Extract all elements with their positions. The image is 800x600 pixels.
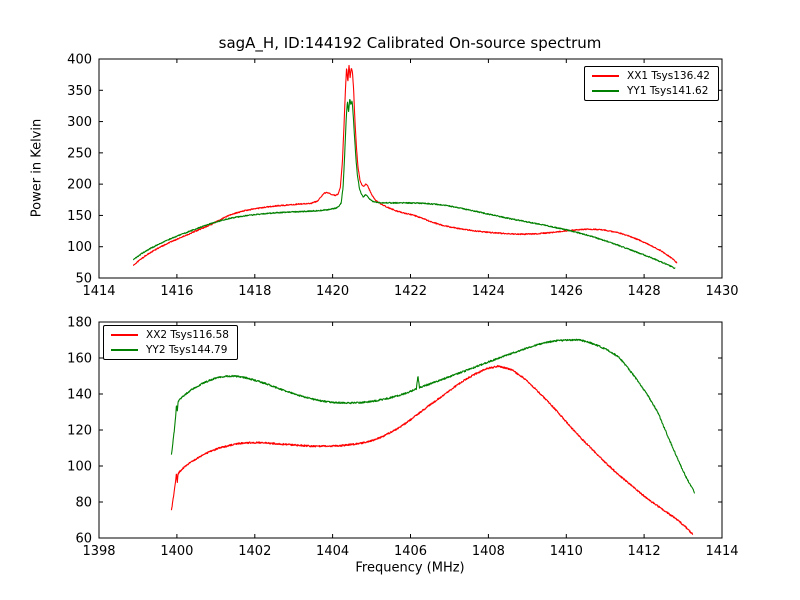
legend-entry-yy1: YY1 Tsys141.62 xyxy=(592,85,710,97)
bottom-plot-xtick-label: 1408 xyxy=(472,544,505,559)
yy1-legend-label: YY1 Tsys141.62 xyxy=(627,85,709,97)
bottom-plot-xtick-label: 1406 xyxy=(394,544,427,559)
bottom-plot-xtick-label: 1404 xyxy=(316,544,349,559)
top-plot-xtick-label: 1424 xyxy=(472,284,505,299)
yy2-legend-label: YY2 Tsys144.79 xyxy=(146,344,228,356)
top-plot-series-YY1 xyxy=(132,98,676,269)
bottom-plot-x-axis-label: Frequency (MHz) xyxy=(355,560,465,576)
bottom-plot-ytick-label: 120 xyxy=(67,424,92,439)
bottom-plot-xtick-label: 1414 xyxy=(705,544,738,559)
bottom-plot-ytick-label: 160 xyxy=(67,352,92,367)
xx2-line-sample xyxy=(111,334,138,336)
bottom-plot-legend: XX2 Tsys116.58 YY2 Tsys144.79 xyxy=(103,325,238,360)
top-plot-xtick-label: 1414 xyxy=(82,284,115,299)
xx1-line-sample xyxy=(592,75,619,77)
legend-entry-yy2: YY2 Tsys144.79 xyxy=(111,344,229,356)
top-plot-xtick-label: 1420 xyxy=(316,284,349,299)
bottom-plot: 1398 1400 1402 1404 1406 1408 1410 1412 1414 60 80… xyxy=(67,316,738,560)
top-plot-xtick-label: 1428 xyxy=(628,284,661,299)
xx2-legend-label: XX2 Tsys116.58 xyxy=(146,329,229,341)
top-plot-ytick-label: 400 xyxy=(67,53,92,68)
yy2-line-sample xyxy=(111,349,138,351)
legend-entry-xx1: XX1 Tsys136.42 xyxy=(592,70,710,82)
top-plot-legend: XX1 Tsys136.42 YY1 Tsys141.62 xyxy=(584,66,719,101)
top-plot: 1414 1416 1418 1420 1422 1424 1426 1428 1430 50 10… xyxy=(67,53,738,300)
xx1-legend-label: XX1 Tsys136.42 xyxy=(627,70,710,82)
chart-title: sagA_H, ID:144192 Calibrated On-source s… xyxy=(218,34,602,52)
bottom-plot-xtick-label: 1402 xyxy=(238,544,271,559)
top-plot-ytick-label: 150 xyxy=(67,209,92,224)
top-plot-ytick-label: 300 xyxy=(67,115,92,130)
top-plot-series-XX1 xyxy=(133,64,678,267)
top-plot-xtick-label: 1422 xyxy=(394,284,427,299)
top-plot-ytick-label: 250 xyxy=(67,146,92,161)
top-plot-ytick-label: 50 xyxy=(75,272,92,287)
top-plot-xtick-label: 1430 xyxy=(705,284,738,299)
top-plot-xtick-label: 1426 xyxy=(550,284,583,299)
bottom-plot-ytick-label: 80 xyxy=(75,496,92,511)
bottom-plot-xtick-label: 1398 xyxy=(82,544,115,559)
bottom-plot-series-YY2 xyxy=(170,338,695,494)
top-plot-xtick-label: 1416 xyxy=(160,284,193,299)
bottom-plot-ytick-label: 140 xyxy=(67,388,92,403)
bottom-plot-series-XX2 xyxy=(170,364,694,536)
top-plot-ytick-label: 350 xyxy=(67,84,92,99)
bottom-plot-ytick-label: 100 xyxy=(67,460,92,475)
top-plot-ytick-label: 200 xyxy=(67,178,92,193)
top-plot-ytick-label: 100 xyxy=(67,240,92,255)
legend-entry-xx2: XX2 Tsys116.58 xyxy=(111,329,229,341)
bottom-plot-xtick-label: 1400 xyxy=(160,544,193,559)
top-plot-xtick-label: 1418 xyxy=(238,284,271,299)
bottom-plot-ytick-label: 180 xyxy=(67,316,92,331)
yy1-line-sample xyxy=(592,90,619,92)
bottom-plot-xtick-label: 1412 xyxy=(628,544,661,559)
bottom-plot-xtick-label: 1410 xyxy=(550,544,583,559)
bottom-plot-ytick-label: 60 xyxy=(75,532,92,547)
